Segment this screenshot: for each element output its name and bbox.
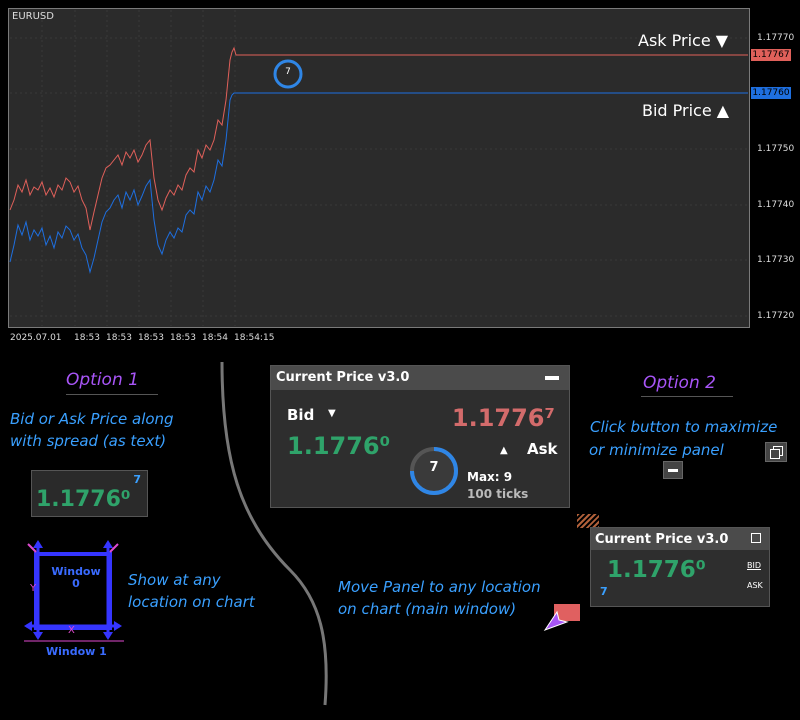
option1-desc-1: Bid or Ask Price along (10, 410, 174, 428)
option1-title: Option 1 (66, 370, 139, 390)
x-tick: 18:53 (170, 333, 196, 343)
bid-toggle-button[interactable]: BID (747, 561, 762, 570)
option2-underline (641, 396, 733, 397)
option2-desc-2: or minimize panel (589, 441, 724, 459)
ticks-label: 100 ticks (467, 487, 529, 501)
y-tick: 1.17750 (757, 144, 795, 154)
option2-desc-1: Click button to maximize (590, 418, 778, 436)
spread-badge-ring (273, 59, 303, 89)
drag-trail-top (577, 514, 599, 528)
cursor-icon (543, 610, 569, 631)
text-price-spread: 7 (133, 473, 141, 486)
spread-gauge-value: 7 (429, 460, 439, 475)
x-tick: 18:54 (202, 333, 228, 343)
panel-titlebar[interactable]: Current Price v3.0 (271, 366, 569, 390)
drag-handle[interactable] (554, 604, 580, 621)
chart-lines (9, 10, 748, 326)
show-anywhere-text-2: location on chart (128, 593, 255, 611)
current-price-panel[interactable]: Current Price v3.0 Bid ▼ 1.1776⁷ 1.1776⁰… (270, 365, 570, 508)
bid-dropdown-icon[interactable]: ▼ (328, 408, 336, 419)
move-panel-text-2: on chart (main window) (338, 600, 517, 618)
bid-label[interactable]: Bid (287, 406, 315, 424)
x-tick: 18:53 (106, 333, 132, 343)
ask-series-line (9, 46, 748, 231)
minimize-icon (668, 469, 678, 472)
ask-price-tag: 1.17767 (751, 49, 791, 61)
current-price-mini-panel[interactable]: Current Price v3.0 1.1776⁰ 7 BID ASK (590, 527, 770, 607)
x-tick: 18:53 (138, 333, 164, 343)
maximize-button[interactable] (765, 442, 787, 462)
option2-title: Option 2 (643, 373, 716, 393)
spread-gauge (410, 447, 458, 495)
bid-series-line (9, 92, 748, 274)
mini-panel-title: Current Price v3.0 (595, 532, 729, 547)
text-price-box: 7 1.1776⁰ (31, 470, 148, 517)
y-tick: 1.17720 (757, 311, 795, 321)
minimize-icon[interactable] (545, 376, 559, 380)
mini-panel-titlebar[interactable]: Current Price v3.0 (591, 528, 769, 550)
max-spread-label: Max: 9 (467, 470, 513, 484)
ask-price-value: 1.1776⁷ (451, 404, 555, 432)
move-panel-text-1: Move Panel to any location (338, 578, 541, 596)
option1-underline (66, 394, 158, 395)
bid-price-tag: 1.17760 (751, 87, 791, 99)
ask-toggle-button[interactable]: ASK (747, 581, 763, 590)
y-axis-mark: Y (30, 583, 37, 594)
text-price-value: 1.1776⁰ (36, 487, 131, 512)
restore-icon[interactable] (751, 533, 761, 543)
mini-price-value: 1.1776⁰ (607, 557, 706, 583)
restore-icon-front (770, 449, 780, 459)
ask-label[interactable]: Ask (527, 440, 558, 458)
bid-price-note: Bid Price ▲ (642, 101, 730, 120)
bid-price-value: 1.1776⁰ (287, 432, 391, 460)
price-chart[interactable] (8, 8, 750, 328)
x-tick: 18:53 (74, 333, 100, 343)
minimize-button[interactable] (663, 461, 683, 479)
window1-label: Window 1 (46, 645, 107, 658)
y-tick: 1.17740 (757, 200, 795, 210)
chart-symbol: EURUSD (12, 11, 54, 22)
option1-desc-2: with spread (as text) (10, 432, 167, 450)
y-tick: 1.17730 (757, 255, 795, 265)
y-tick: 1.17770 (757, 33, 795, 43)
show-anywhere-text-1: Show at any (128, 571, 221, 589)
x-tick: 2025.07.01 (10, 333, 62, 343)
panel-title: Current Price v3.0 (276, 370, 410, 385)
mini-spread-value: 7 (600, 585, 608, 598)
x-axis-mark: X (68, 625, 75, 636)
window-position-diagram (24, 540, 124, 642)
window0-label: Window 0 (51, 565, 101, 590)
ask-up-icon[interactable]: ▲ (500, 445, 508, 456)
ask-price-note: Ask Price ▼ (638, 31, 729, 50)
spread-badge-value: 7 (285, 67, 291, 77)
x-tick: 18:54:15 (234, 333, 275, 343)
